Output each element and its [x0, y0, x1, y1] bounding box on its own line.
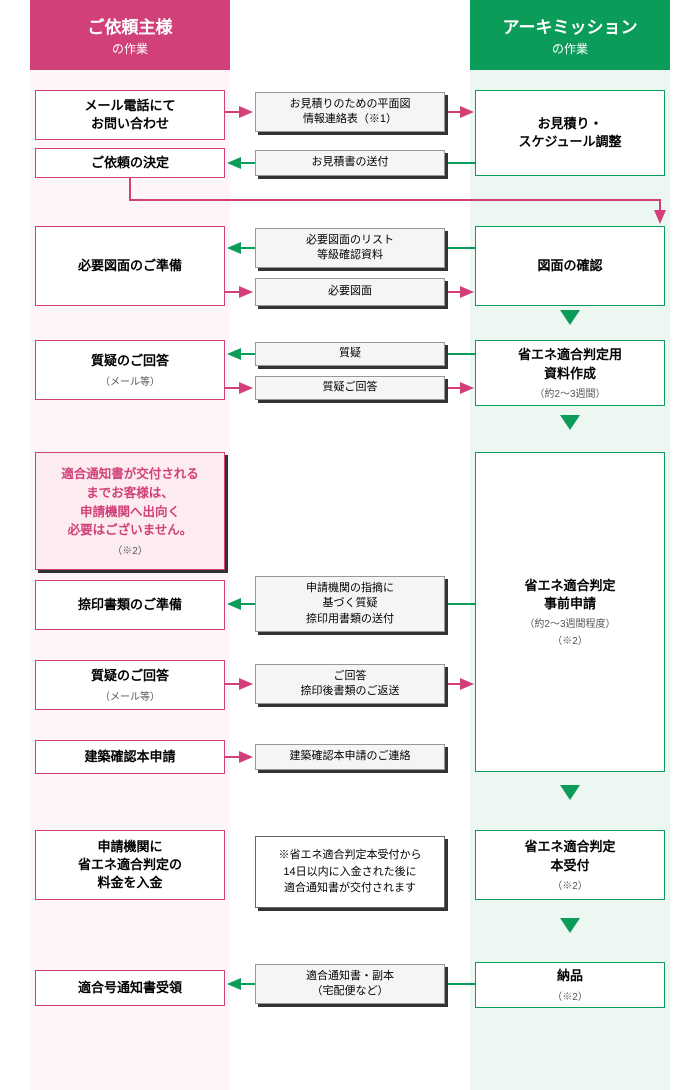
- l7-box: 建築確認本申請: [35, 740, 225, 774]
- company-title: アーキミッション: [470, 13, 670, 38]
- info-box: ※省エネ適合判定本受付から14日以内に入金された後に適合通知書が交付されます: [255, 836, 445, 908]
- l6-box: 質疑のご回答 （メール等）: [35, 660, 225, 710]
- company-sub: の作業: [470, 40, 670, 57]
- l2-box: ご依頼の決定: [35, 148, 225, 178]
- client-header: ご依頼主様 の作業: [30, 0, 230, 70]
- company-header: アーキミッション の作業: [470, 0, 670, 70]
- l3-box: 必要図面のご準備: [35, 226, 225, 306]
- r3-box: 省エネ適合判定用資料作成 （約2～3週間）: [475, 340, 665, 406]
- l4-box: 質疑のご回答 （メール等）: [35, 340, 225, 400]
- c3-box: 必要図面のリスト等級確認資料: [255, 228, 445, 268]
- c6-box: 質疑ご回答: [255, 376, 445, 400]
- c2-box: お見積書の送付: [255, 150, 445, 176]
- client-title: ご依頼主様: [30, 13, 230, 38]
- c10-box: 適合通知書・副本（宅配便など）: [255, 964, 445, 1004]
- r4-box: 省エネ適合判定事前申請 （約2～3週間程度） （※2）: [475, 452, 665, 772]
- client-sub: の作業: [30, 40, 230, 57]
- c1-box: お見積りのための平面図情報連絡表（※1）: [255, 92, 445, 132]
- c4-box: 必要図面: [255, 278, 445, 306]
- l1-box: メール電話にてお問い合わせ: [35, 90, 225, 140]
- r5-box: 省エネ適合判定本受付 （※2）: [475, 830, 665, 900]
- c7-box: 申請機関の指摘に基づく質疑捺印用書類の送付: [255, 576, 445, 632]
- c9-box: 建築確認本申請のご連絡: [255, 744, 445, 770]
- note-box: 適合通知書が交付されるまでお客様は、申請機関へ出向く必要はございません。 （※2…: [35, 452, 225, 570]
- l8-box: 申請機関に省エネ適合判定の料金を入金: [35, 830, 225, 900]
- r2-box: 図面の確認: [475, 226, 665, 306]
- l5-box: 捺印書類のご準備: [35, 580, 225, 630]
- l9-box: 適合号通知書受領: [35, 970, 225, 1006]
- r6-box: 納品 （※2）: [475, 962, 665, 1008]
- c8-box: ご回答捺印後書類のご返送: [255, 664, 445, 704]
- r1-box: お見積り・スケジュール調整: [475, 90, 665, 176]
- c5-box: 質疑: [255, 342, 445, 366]
